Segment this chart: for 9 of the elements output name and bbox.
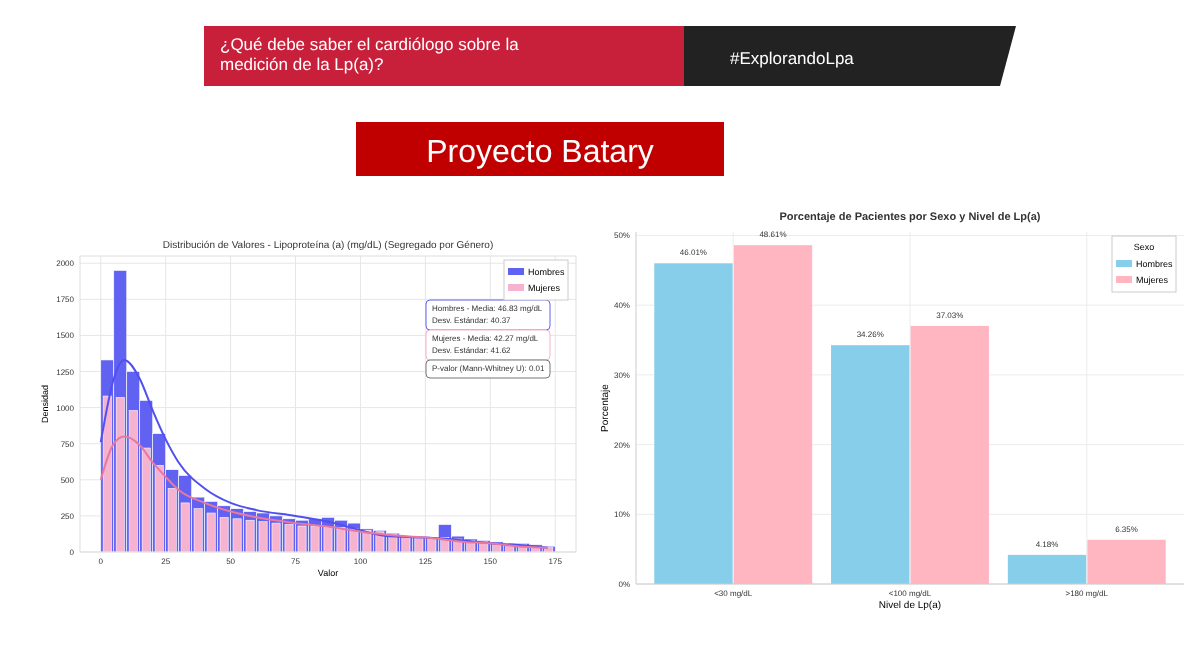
- text: Proyecto Batary: [426, 136, 654, 170]
- bar: [733, 245, 813, 584]
- text: ¿Qué debe saber el cardiólogo sobre la medición de la Lp(a)?: [220, 34, 520, 74]
- bar: [654, 263, 733, 584]
- bar: [831, 345, 910, 584]
- bar: [910, 325, 989, 584]
- text: #ExplorandoLpa: [730, 48, 855, 68]
- bar: [1087, 539, 1166, 584]
- bar: [1007, 554, 1087, 584]
